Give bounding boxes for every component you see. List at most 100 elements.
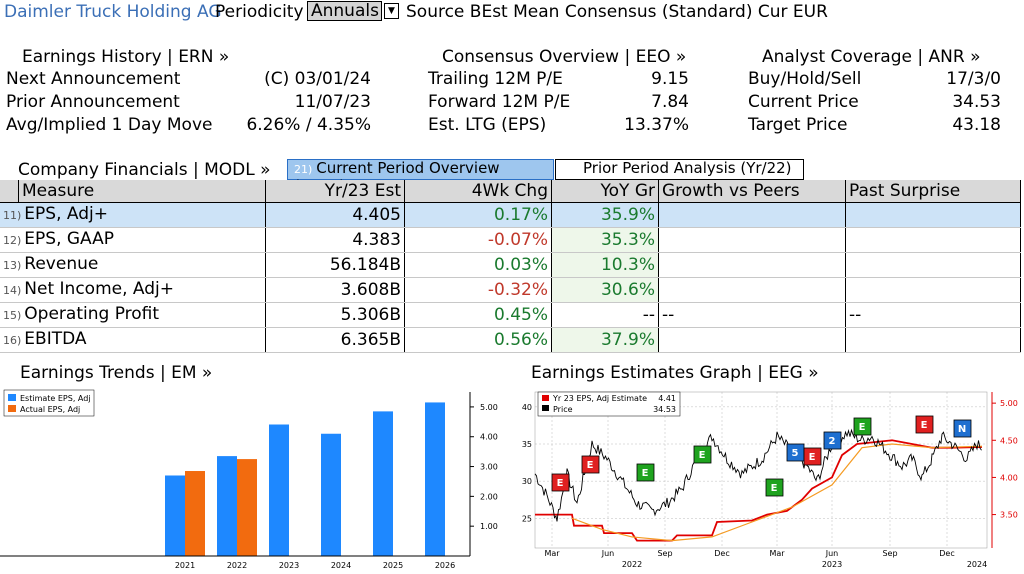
row-label: Target Price	[748, 115, 848, 135]
estimate-event-marker[interactable]: N	[953, 419, 972, 438]
measure-label: Operating Profit	[24, 304, 160, 324]
peers-cell	[658, 277, 846, 303]
estimate-event-marker[interactable]: 2	[823, 431, 842, 450]
x-tick-label: Jun	[825, 549, 839, 558]
yoy-cell: --	[551, 302, 659, 328]
table-row[interactable]: 12) EPS, GAAP 4.383 -0.07% 35.3%	[0, 227, 1021, 253]
y-tick-label: 4.50	[1000, 436, 1018, 445]
row-value: 13.37%	[624, 115, 689, 135]
measure-cell: 12) EPS, GAAP	[0, 227, 266, 253]
table-header-cell[interactable]: Measure	[18, 180, 266, 203]
x-tick-label: 2026	[435, 561, 455, 570]
peers-cell	[658, 202, 846, 228]
bar[interactable]	[237, 459, 257, 556]
earnings-history-title[interactable]: Earnings History | ERN »	[22, 47, 230, 67]
legend-value: 4.41	[658, 394, 676, 403]
list-item: Est. LTG (EPS) 13.37%	[428, 114, 689, 137]
estimate-event-marker[interactable]: E	[636, 463, 655, 482]
legend-label: Actual EPS, Adj	[20, 405, 80, 414]
row-value: 11/07/23	[294, 92, 371, 112]
bar[interactable]	[373, 411, 393, 556]
svg-text:5: 5	[792, 448, 799, 459]
consensus-title[interactable]: Consensus Overview | EEO »	[442, 47, 687, 67]
change-cell: 0.03%	[404, 252, 552, 278]
periodicity-select[interactable]: Annuals	[307, 1, 382, 21]
table-header-cell[interactable]: Growth vs Peers	[658, 180, 846, 203]
tab-current-period[interactable]: 21)Current Period Overview (Yr/23)	[287, 159, 554, 195]
estimates-graph-title[interactable]: Earnings Estimates Graph | EEG »	[531, 363, 819, 383]
estimate-event-marker[interactable]: 5	[786, 443, 805, 462]
legend-swatch	[8, 394, 16, 401]
company-name[interactable]: Daimler Truck Holding AG	[4, 2, 222, 22]
surprise-cell	[845, 327, 1021, 353]
y-tick-label: 30	[522, 477, 532, 486]
estimate-cell: 56.184B	[265, 252, 405, 278]
x-year-label: 2024	[967, 560, 987, 569]
table-row[interactable]: 14) Net Income, Adj+ 3.608B -0.32% 30.6%	[0, 277, 1021, 303]
row-value: 6.26% / 4.35%	[246, 115, 371, 135]
financials-title[interactable]: Company Financials | MODL »	[18, 160, 271, 180]
table-header-cell[interactable]: 4Wk Chg	[404, 180, 552, 203]
yoy-cell: 30.6%	[551, 277, 659, 303]
surprise-cell	[845, 227, 1021, 253]
tab-prior-period[interactable]: Prior Period Analysis (Yr/22)	[555, 159, 804, 180]
table-header-cell[interactable]: Yr/23 Est	[265, 180, 405, 203]
table-header-row: Measure Yr/23 Est 4Wk Chg YoY Gr Growth …	[0, 180, 1021, 203]
y-tick-label: 4.00	[1000, 473, 1018, 482]
row-number: 16)	[3, 334, 22, 347]
x-tick-label: Dec	[714, 549, 729, 558]
y-tick-label: 1.00	[480, 522, 498, 531]
svg-text:E: E	[642, 468, 649, 479]
y-tick-label: 5.00	[480, 403, 498, 412]
estimate-event-marker[interactable]: E	[693, 445, 712, 464]
bar[interactable]	[321, 433, 341, 556]
svg-text:E: E	[859, 422, 866, 433]
row-label: Trailing 12M P/E	[428, 69, 563, 89]
x-tick-label: 2024	[331, 561, 351, 570]
bar[interactable]	[217, 456, 237, 556]
list-item: Target Price 43.18	[748, 114, 1001, 137]
table-row[interactable]: 16) EBITDA 6.365B 0.56% 37.9%	[0, 327, 1021, 353]
series-line	[535, 439, 983, 542]
x-tick-label: Mar	[769, 549, 785, 558]
measure-label: Revenue	[24, 254, 99, 274]
chevron-down-icon[interactable]: ▼	[384, 3, 399, 19]
svg-text:N: N	[958, 424, 966, 435]
header-bar: Daimler Truck Holding AG Periodicity Ann…	[0, 0, 1024, 24]
earnings-history-panel: Next Announcement (C) 03/01/24 Prior Ann…	[6, 68, 371, 137]
row-number: 14)	[3, 284, 22, 297]
bar[interactable]	[425, 402, 445, 556]
measure-cell: 16) EBITDA	[0, 327, 266, 353]
analyst-title[interactable]: Analyst Coverage | ANR »	[762, 47, 981, 67]
estimate-event-marker[interactable]: E	[765, 478, 784, 497]
change-cell: 0.45%	[404, 302, 552, 328]
row-value: 9.15	[651, 69, 689, 89]
x-tick-label: 2022	[227, 561, 247, 570]
estimate-cell: 5.306B	[265, 302, 405, 328]
svg-text:2: 2	[829, 436, 836, 447]
table-row[interactable]: 13) Revenue 56.184B 0.03% 10.3%	[0, 252, 1021, 278]
estimate-event-marker[interactable]: E	[853, 417, 872, 436]
measure-cell: 15) Operating Profit	[0, 302, 266, 328]
analyst-panel: Buy/Hold/Sell 17/3/0 Current Price 34.53…	[748, 68, 1001, 137]
list-item: Prior Announcement 11/07/23	[6, 91, 371, 114]
bar[interactable]	[165, 475, 185, 556]
table-row[interactable]: 11) EPS, Adj+ 4.405 0.17% 35.9%	[0, 202, 1021, 228]
x-tick-label: Sep	[657, 549, 672, 558]
table-header-cell[interactable]: YoY Gr	[551, 180, 659, 203]
bar[interactable]	[269, 424, 289, 556]
estimate-event-marker[interactable]: E	[915, 415, 934, 434]
earnings-trends-title[interactable]: Earnings Trends | EM »	[20, 363, 213, 383]
table-row[interactable]: 15) Operating Profit 5.306B 0.45% -- -- -…	[0, 302, 1021, 328]
estimate-event-marker[interactable]: E	[803, 447, 822, 466]
estimate-event-marker[interactable]: E	[581, 455, 600, 474]
earnings-trends-chart: 1.00 2.00 3.00 4.00 5.00 2021 2022 2023 2024 202…	[0, 389, 498, 570]
row-label: Current Price	[748, 92, 859, 112]
y-tick-label: 40	[522, 403, 532, 412]
bar[interactable]	[185, 471, 205, 556]
estimate-cell: 6.365B	[265, 327, 405, 353]
table-header-cell[interactable]: Past Surprise	[845, 180, 1021, 203]
estimate-event-marker[interactable]: E	[551, 473, 570, 492]
row-value: 34.53	[952, 92, 1001, 112]
